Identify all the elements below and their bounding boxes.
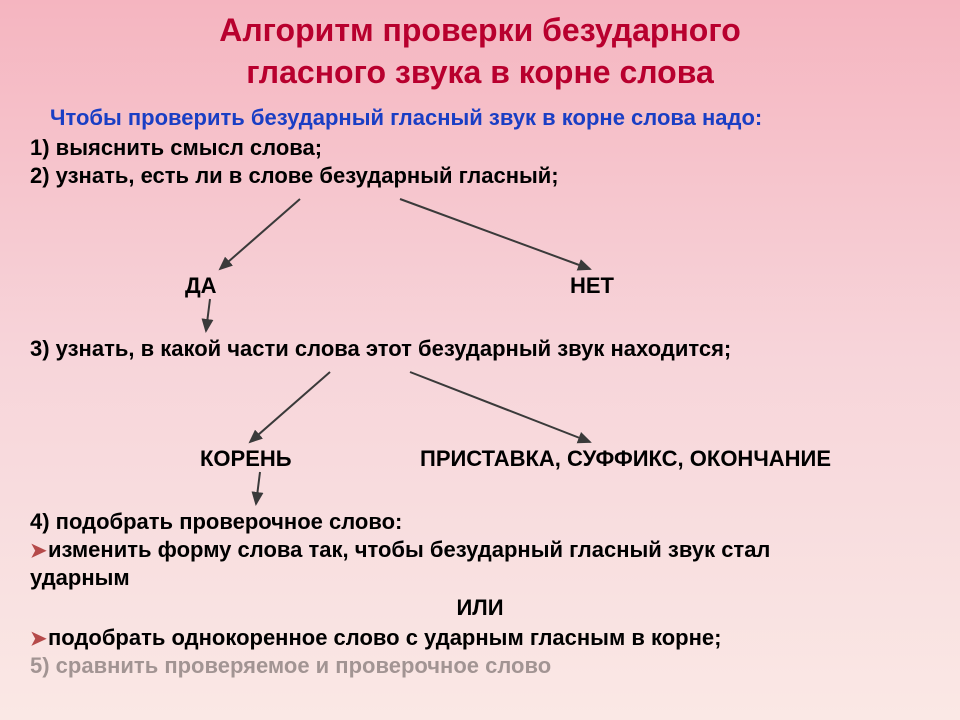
chevron-icon: ➤ <box>30 538 48 563</box>
branch1-no: НЕТ <box>570 273 614 299</box>
step-1: 1) выяснить смысл слова; <box>30 135 930 161</box>
step-4: 4) подобрать проверочное слово: <box>30 509 930 535</box>
chevron-icon: ➤ <box>30 626 48 651</box>
branch2-right: ПРИСТАВКА, СУФФИКС, ОКОНЧАНИЕ <box>420 446 831 472</box>
title-line1: Алгоритм проверки безударного <box>219 12 741 48</box>
arrows-set-2 <box>30 364 930 509</box>
bullet-2: ➤подобрать однокоренное слово с ударным … <box>30 625 930 651</box>
bullet-1b: ударным <box>30 565 930 591</box>
branch1-yes: ДА <box>185 273 217 299</box>
branch-2: КОРЕНЬ ПРИСТАВКА, СУФФИКС, ОКОНЧАНИЕ <box>30 364 930 509</box>
arrows-set-1 <box>30 191 930 336</box>
title-line2: гласного звука в корне слова <box>246 54 714 90</box>
branch-1: ДА НЕТ <box>30 191 930 336</box>
intro-text: Чтобы проверить безударный гласный звук … <box>30 105 930 131</box>
step-5-cut: 5) сравнить проверяемое и проверочное сл… <box>30 653 930 679</box>
bullet-1a: ➤изменить форму слова так, чтобы безудар… <box>30 537 930 563</box>
step-3: 3) узнать, в какой части слова этот безу… <box>30 336 930 362</box>
branch2-left: КОРЕНЬ <box>200 446 292 472</box>
step-2: 2) узнать, есть ли в слове безударный гл… <box>30 163 930 189</box>
or-label: ИЛИ <box>30 595 930 621</box>
slide-title: Алгоритм проверки безударного гласного з… <box>30 10 930 93</box>
